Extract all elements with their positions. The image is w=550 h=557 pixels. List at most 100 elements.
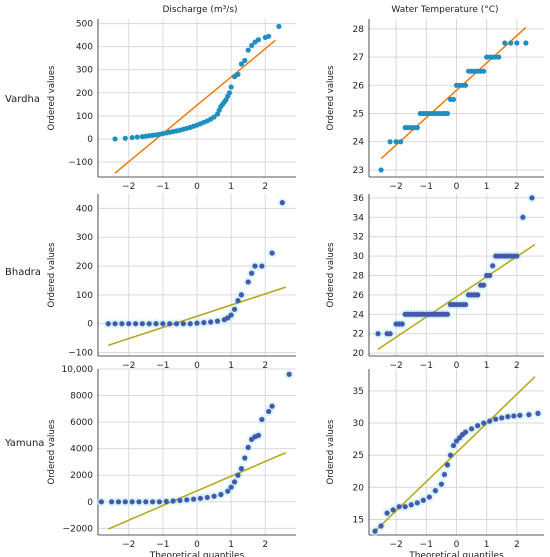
y-tick-label: 25 (353, 451, 364, 461)
y-tick-label: −2000 (63, 524, 94, 534)
y-axis-label: Ordered values (326, 242, 336, 308)
data-point (143, 499, 149, 505)
data-point (444, 311, 451, 317)
data-point (126, 321, 132, 327)
data-point (390, 507, 396, 513)
y-tick-label: 200 (76, 262, 93, 272)
y-tick-label: 25 (353, 110, 364, 120)
data-point (481, 282, 487, 288)
y-tick-label: 8000 (70, 392, 93, 402)
y-axis-label: Ordered values (326, 65, 336, 131)
data-point (201, 319, 207, 326)
data-point (184, 497, 190, 503)
x-tick-label: 1 (228, 182, 234, 192)
data-point (450, 442, 457, 449)
x-tick-label: 1 (484, 361, 490, 371)
data-point (387, 331, 393, 337)
y-tick-label: 10,000 (62, 365, 94, 375)
data-point (119, 321, 125, 327)
y-tick-label: 0 (87, 498, 93, 508)
data-point (252, 263, 258, 269)
data-point (134, 134, 140, 140)
data-point (399, 321, 405, 327)
data-point (375, 331, 381, 337)
data-point (160, 321, 166, 327)
data-point (462, 82, 469, 88)
data-point (396, 504, 402, 510)
x-tick-label: 1 (228, 540, 234, 550)
x-tick-label: 2 (514, 182, 520, 192)
data-point (514, 40, 520, 46)
x-tick-label: −1 (156, 540, 169, 550)
data-point (481, 420, 487, 426)
reference-fit-line (114, 39, 276, 174)
y-axis-label: Ordered values (47, 242, 57, 308)
y-tick-label: 24 (353, 138, 365, 148)
data-point (190, 496, 197, 502)
data-point (173, 321, 180, 327)
data-point (408, 502, 414, 508)
column-title-discharge: Discharge (m³/s) (162, 5, 237, 15)
data-point (420, 497, 426, 503)
data-point (387, 139, 393, 145)
y-tick-label: 4000 (70, 445, 93, 455)
data-point (231, 306, 238, 312)
data-point (225, 488, 231, 494)
y-tick-label: 100 (76, 112, 93, 122)
data-point (249, 42, 255, 49)
data-point (414, 500, 420, 506)
x-axis-label: Theoretical quantiles (408, 551, 504, 557)
y-tick-label: 36 (353, 194, 365, 204)
x-tick-label: 0 (454, 182, 460, 192)
x-tick-label: 0 (194, 182, 200, 192)
y-tick-label: 300 (76, 66, 93, 76)
data-point (112, 321, 118, 327)
x-tick-label: 2 (262, 540, 268, 550)
data-point (211, 493, 217, 499)
data-point (481, 68, 487, 74)
data-point (146, 321, 152, 327)
y-tick-label: −100 (68, 158, 93, 168)
data-point (475, 423, 481, 429)
data-point (259, 416, 265, 423)
y-tick-label: 200 (76, 89, 93, 99)
y-tick-label: 300 (76, 233, 93, 243)
data-point (514, 253, 520, 259)
data-point (225, 315, 231, 321)
data-point (228, 312, 234, 318)
data-point (502, 40, 508, 46)
x-tick-label: 2 (514, 361, 520, 371)
data-point (266, 408, 272, 415)
x-tick-label: −1 (420, 361, 433, 371)
data-point (98, 499, 105, 505)
data-point (228, 484, 234, 490)
qq-panel-bhadra-water-temperature: 20 22 24 26 28 30 32 34 36 −2 −1 0 1 2 Ordered values (326, 193, 544, 371)
x-tick-label: 0 (454, 540, 460, 550)
data-point (438, 481, 445, 487)
data-point (378, 523, 384, 529)
x-tick-label: −2 (390, 540, 403, 550)
y-tick-label: 24 (353, 310, 365, 320)
x-tick-label: 0 (454, 361, 460, 371)
data-point (402, 504, 408, 510)
reference-fit-line (377, 243, 536, 350)
data-point (286, 371, 292, 377)
reference-fit-line (108, 286, 286, 347)
data-point (475, 292, 481, 298)
data-point (499, 415, 505, 421)
y-tick-label: 0 (87, 320, 93, 330)
data-point (197, 495, 204, 501)
data-point (235, 71, 241, 77)
qq-panel-yamuna-discharge: −2000 0 2000 4000 6000 8000 10,000 −2 −1 0 1 2 Order… (47, 365, 296, 557)
data-point (520, 214, 526, 220)
x-tick-label: −1 (420, 182, 433, 192)
column-title-water-temperature: Water Temperature (°C) (391, 5, 498, 15)
y-tick-label: 15 (353, 516, 364, 526)
y-tick-label: 2000 (70, 471, 93, 481)
data-point (122, 499, 128, 505)
data-point (255, 432, 262, 438)
y-tick-label: 28 (353, 25, 365, 35)
data-point (447, 452, 454, 458)
qq-panel-vardha-discharge: −100 0 100 200 300 400 500 −2 −1 0 1 2 Ordered value… (47, 19, 296, 192)
